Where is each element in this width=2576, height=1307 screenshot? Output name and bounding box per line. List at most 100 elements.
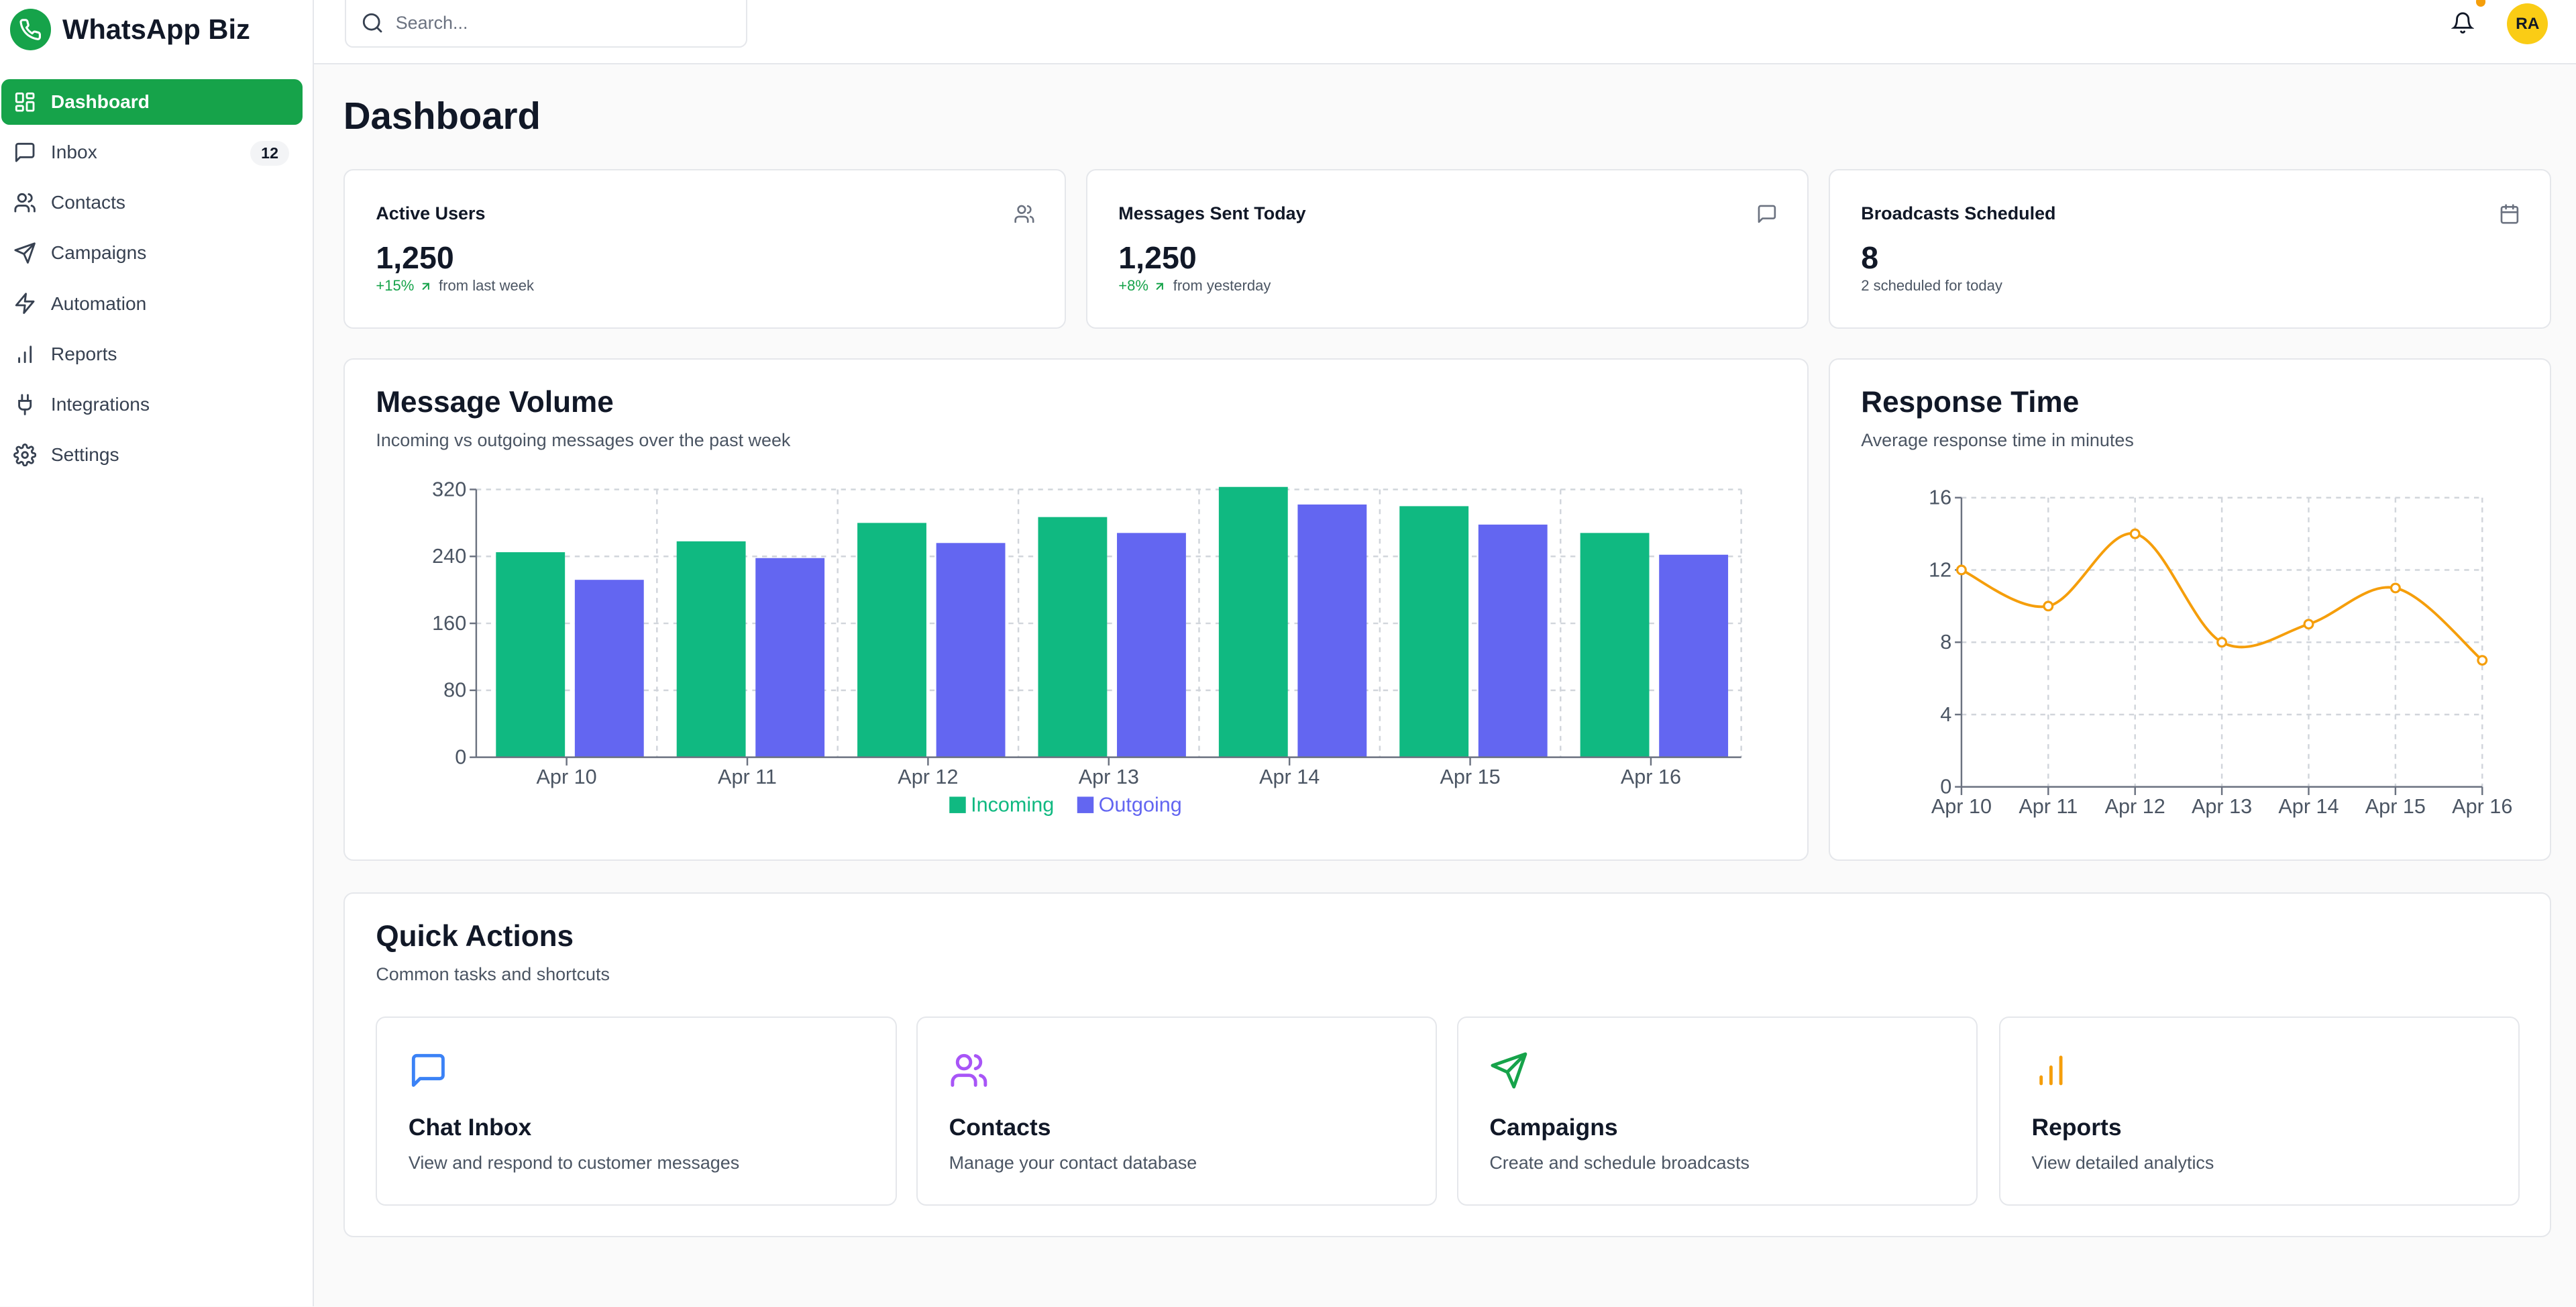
- bar-outgoing: [1297, 504, 1367, 757]
- card-subtitle: Incoming vs outgoing messages over the p…: [376, 430, 791, 451]
- bar-incoming: [1218, 486, 1288, 757]
- trend-up-icon: [1157, 282, 1164, 290]
- x-tick-label: Apr 15: [1440, 766, 1500, 788]
- card-subtitle: Common tasks and shortcuts: [376, 964, 610, 985]
- sidebar-item-label: Inbox: [50, 141, 97, 162]
- x-tick-label: Apr 12: [2104, 795, 2165, 818]
- sidebar-item-label: Automation: [50, 293, 147, 314]
- y-tick-label: 8: [1940, 631, 1951, 654]
- brand[interactable]: WhatsApp Biz: [0, 0, 313, 59]
- sidebar-item-campaigns[interactable]: Campaigns: [1, 230, 303, 276]
- sidebar-item-inbox[interactable]: Inbox 12: [1, 129, 303, 176]
- page-title: Dashboard: [343, 94, 541, 137]
- bar-incoming: [857, 523, 926, 757]
- stat-card-broadcasts: Broadcasts Scheduled 8 2 scheduled for t…: [1828, 169, 2552, 329]
- quick-action-title: Chat Inbox: [408, 1113, 532, 1141]
- data-point: [2477, 655, 2487, 666]
- message-volume-chart: 0 80 160 240 320 Apr 10 Apr 11 Apr 12 Apr 13 Apr …: [432, 478, 1742, 816]
- data-point: [2303, 619, 2314, 630]
- data-point: [2129, 528, 2141, 539]
- top-header: RA: [313, 0, 2576, 64]
- quick-actions-card: Quick Actions Common tasks and shortcuts…: [343, 892, 2552, 1238]
- quick-action-desc: Create and schedule broadcasts: [1489, 1153, 1750, 1173]
- sidebar-item-dashboard[interactable]: Dashboard: [1, 79, 303, 125]
- stat-value: 8: [1861, 240, 1879, 276]
- zap-icon: [15, 293, 35, 315]
- bar-outgoing: [1116, 533, 1186, 757]
- quick-action-chat-inbox[interactable]: Chat Inbox View and respond to customer …: [376, 1016, 897, 1206]
- message-square-icon: [411, 1054, 445, 1088]
- quick-action-desc: View and respond to customer messages: [408, 1153, 740, 1173]
- users-icon: [1014, 205, 1034, 223]
- sidebar-item-automation[interactable]: Automation: [1, 280, 303, 327]
- search-input[interactable]: [395, 13, 708, 34]
- bar-incoming: [1580, 533, 1650, 757]
- users-icon: [14, 193, 36, 213]
- sidebar: WhatsApp Biz Dashboard Inbox 12 Contacts…: [0, 0, 314, 1306]
- sidebar-item-settings[interactable]: Settings: [1, 432, 303, 478]
- stat-title: Active Users: [376, 203, 486, 224]
- stat-note: from last week: [439, 277, 535, 295]
- x-tick-label: Apr 10: [1931, 795, 1992, 818]
- x-tick-label: Apr 13: [1079, 766, 1139, 788]
- bar-chart-icon: [17, 345, 32, 363]
- inbox-count-badge: 12: [250, 140, 290, 166]
- y-tick-label: 0: [455, 745, 466, 768]
- stat-value: 1,250: [1118, 240, 1197, 276]
- bar-chart-icon: [2039, 1055, 2063, 1086]
- card-title: Quick Actions: [376, 919, 574, 953]
- quick-action-contacts[interactable]: Contacts Manage your contact database: [916, 1016, 1438, 1206]
- message-square-icon: [15, 142, 35, 162]
- quick-action-reports[interactable]: Reports View detailed analytics: [1998, 1016, 2520, 1206]
- data-point: [2390, 582, 2401, 594]
- search-box[interactable]: [345, 0, 748, 48]
- bar-incoming: [496, 552, 565, 757]
- response-time-card: Response Time Average response time in m…: [1828, 358, 2552, 861]
- legend-swatch: [949, 796, 966, 813]
- stat-change: +8% from yesterday: [1118, 277, 1271, 295]
- sidebar-item-integrations[interactable]: Integrations: [1, 382, 303, 428]
- x-tick-label: Apr 16: [1621, 766, 1681, 788]
- bar-incoming: [676, 541, 746, 757]
- stat-note: from yesterday: [1173, 277, 1271, 295]
- y-tick-label: 4: [1940, 703, 1951, 726]
- x-tick-label: Apr 12: [898, 766, 958, 788]
- stat-title: Messages Sent Today: [1118, 203, 1306, 224]
- stat-note: 2 scheduled for today: [1861, 277, 2002, 295]
- quick-action-title: Contacts: [949, 1113, 1051, 1141]
- y-tick-label: 80: [443, 679, 466, 702]
- x-tick-label: Apr 13: [2192, 795, 2252, 818]
- stat-change-percent: +8%: [1118, 277, 1149, 295]
- bell-icon[interactable]: [2451, 11, 2475, 34]
- x-tick-label: Apr 14: [1259, 766, 1320, 788]
- bar-outgoing: [574, 580, 644, 757]
- y-tick-label: 12: [1929, 558, 1951, 581]
- x-tick-label: Apr 14: [2278, 795, 2339, 818]
- sidebar-item-contacts[interactable]: Contacts: [1, 180, 303, 226]
- bar-outgoing: [936, 543, 1006, 757]
- avatar[interactable]: RA: [2507, 3, 2548, 45]
- x-tick-label: Apr 15: [2365, 795, 2426, 818]
- trend-up-icon: [422, 282, 429, 290]
- y-tick-label: 0: [1940, 775, 1951, 798]
- y-tick-label: 240: [432, 545, 466, 568]
- sidebar-item-reports[interactable]: Reports: [1, 331, 303, 377]
- grid-icon: [15, 92, 35, 112]
- card-title: Response Time: [1861, 386, 2080, 419]
- sidebar-item-label: Campaigns: [50, 242, 147, 264]
- sidebar-item-label: Reports: [50, 343, 117, 364]
- bar-incoming: [1038, 517, 1108, 757]
- calendar-icon: [2501, 204, 2519, 224]
- x-tick-label: Apr 11: [718, 766, 777, 788]
- quick-action-campaigns[interactable]: Campaigns Create and schedule broadcasts: [1456, 1016, 1978, 1206]
- bar-outgoing: [1659, 554, 1728, 757]
- gear-icon: [13, 443, 36, 467]
- stat-change: +15% from last week: [376, 277, 534, 295]
- data-point: [2216, 637, 2227, 648]
- response-time-chart: 0 4 8 12 16 Apr 10 Apr 11 Apr 12 Apr 13 Apr 14 Apr…: [1929, 486, 2512, 818]
- card-subtitle: Average response time in minutes: [1861, 430, 2134, 451]
- quick-action-title: Campaigns: [1489, 1113, 1618, 1141]
- notification-dot: [2475, 0, 2486, 7]
- data-point: [2043, 600, 2054, 612]
- stat-card-messages-sent: Messages Sent Today 1,250 +8% from yeste…: [1085, 169, 1809, 329]
